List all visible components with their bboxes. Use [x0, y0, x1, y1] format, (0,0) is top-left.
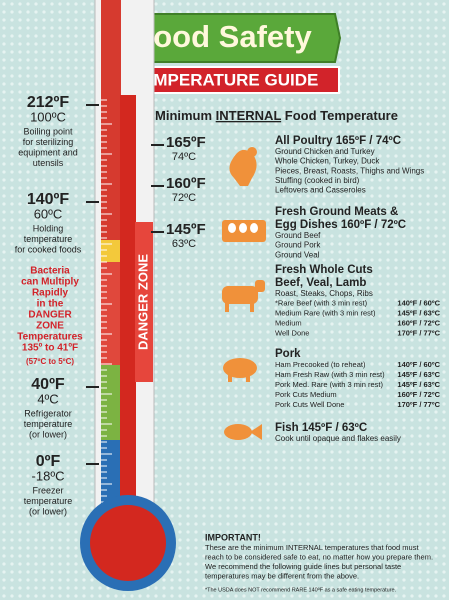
- danger-note: 135º to 41ºF: [22, 343, 78, 354]
- section-item: Ground Beef: [275, 231, 321, 240]
- row-value: 145ºF / 63ºC: [397, 380, 440, 389]
- row-value: 140ºF / 60ºC: [397, 360, 440, 369]
- section-title: Fresh Whole Cuts: [275, 264, 373, 276]
- heading-post: Food Temperature: [281, 108, 398, 123]
- fish-icon: [224, 424, 252, 440]
- danger-note: can Multiply: [21, 277, 79, 288]
- row-label: Ham Precooked (to reheat): [275, 360, 366, 369]
- temp-note: Holding: [33, 223, 64, 233]
- temp-note: for cooked foods: [15, 244, 82, 254]
- danger-note: Rapidly: [32, 288, 69, 299]
- temp-c: 60ºC: [34, 206, 63, 221]
- footer-line: temperatures may be different from the a…: [205, 571, 359, 580]
- temp-f: 145ºF: [166, 221, 206, 238]
- temp-f: 160ºF: [166, 175, 206, 192]
- section-title: Fresh Ground Meats &: [275, 206, 398, 218]
- section-item: Stuffing (cooked in bird): [275, 176, 360, 185]
- mercury: [120, 95, 136, 525]
- temp-f: 165ºF: [166, 134, 206, 151]
- heading-em: INTERNAL: [216, 108, 282, 123]
- scale-danger: [101, 262, 121, 365]
- section-item: Ground Chicken and Turkey: [275, 147, 375, 156]
- scale-cold: [101, 365, 121, 440]
- danger-note: Temperatures: [17, 332, 83, 343]
- row-label: Ham Fresh Raw (with 3 min rest): [275, 370, 385, 379]
- temp-note: temperature: [24, 234, 73, 244]
- section-item: Roast, Steaks, Chops, Ribs: [275, 289, 373, 298]
- scale-holding: [101, 240, 121, 262]
- temp-c: 4ºC: [37, 391, 58, 406]
- row-label: Well Done: [275, 329, 309, 338]
- temp-note: Freezer: [32, 485, 63, 495]
- section-title: Fish 145ºF / 63ºC: [275, 422, 367, 434]
- temp-c: 100ºC: [30, 109, 66, 124]
- row-label: Pork Med. Rare (with 3 min rest): [275, 380, 383, 389]
- cow-icon: [222, 286, 258, 304]
- pig-icon: [223, 358, 257, 378]
- danger-zone-bar: [135, 222, 153, 382]
- section-title: Beef, Veal, Lamb: [275, 277, 366, 289]
- temp-c: 63ºC: [172, 238, 196, 250]
- temp-f: 212ºF: [27, 94, 70, 111]
- danger-note: in the: [37, 299, 64, 310]
- heading: Minimum INTERNAL Food Temperature: [155, 108, 398, 123]
- section-title: Pork: [275, 348, 301, 360]
- section-item: Ground Veal: [275, 250, 320, 259]
- temp-f: 40ºF: [31, 376, 65, 393]
- subtitle: TEMPERATURE GUIDE: [132, 70, 319, 89]
- row-value: 140ºF / 60ºC: [397, 299, 440, 308]
- row-value: 160ºF / 72ºC: [397, 319, 440, 328]
- temp-c: 72ºC: [172, 192, 196, 204]
- section-item: Leftovers and Casseroles: [275, 186, 366, 195]
- rooster-icon: [229, 149, 257, 186]
- footer-important: IMPORTANT!: [205, 532, 261, 542]
- temp-note: Refrigerator: [24, 408, 72, 418]
- temp-note: Boiling point: [23, 126, 73, 136]
- section-item: Whole Chicken, Turkey, Duck: [275, 157, 380, 166]
- temp-f: 0ºF: [36, 453, 61, 470]
- row-value: 145ºF / 63ºC: [397, 370, 440, 379]
- section-title: All Poultry 165ºF / 74ºC: [275, 135, 401, 147]
- rooster-head: [247, 147, 257, 157]
- graduations: [101, 99, 112, 515]
- row-value: 145ºF / 63ºC: [397, 309, 440, 318]
- temp-note: (or lower): [29, 506, 67, 516]
- danger-note: Bacteria: [30, 266, 70, 277]
- temp-note: (or lower): [29, 429, 67, 439]
- row-value: 170ºF / 77ºC: [397, 400, 440, 409]
- section-item: Pieces, Breast, Roasts, Thighs and Wings: [275, 166, 424, 175]
- temp-note: equipment and: [18, 147, 78, 157]
- footer-note: *The USDA does NOT recommend RARE 140ºF …: [205, 586, 397, 593]
- title: Food Safety: [134, 19, 312, 54]
- row-value: 170ºF / 77ºC: [397, 329, 440, 338]
- row-label: *Rare Beef (with 3 min rest): [275, 299, 368, 308]
- footer-line: reach to be considered safe to eat, no m…: [205, 552, 433, 561]
- temp-note: for sterilizing: [23, 137, 74, 147]
- row-label: Medium: [275, 319, 302, 328]
- bulb: [90, 505, 166, 581]
- temp-note: temperature: [24, 496, 73, 506]
- section-item: Cook until opaque and flakes easily: [275, 434, 401, 443]
- danger-note: ZONE: [36, 321, 64, 332]
- section-item: Ground Pork: [275, 241, 321, 250]
- temp-note: utensils: [33, 158, 64, 168]
- danger-label: DANGER ZONE: [135, 254, 150, 350]
- footer-line: We recommend the following guide lines b…: [205, 562, 401, 571]
- temp-c: 74ºC: [172, 151, 196, 163]
- section-title: Egg Dishes 160ºF / 72ºC: [275, 219, 406, 231]
- danger-note-sub: (57ºC to 5ºC): [26, 357, 74, 366]
- scale-hot: [101, 0, 121, 240]
- row-label: Pork Cuts Well Done: [275, 400, 344, 409]
- temp-c: -18ºC: [32, 468, 65, 483]
- heading-pre: Minimum: [155, 108, 216, 123]
- row-value: 160ºF / 72ºC: [397, 390, 440, 399]
- temp-note: temperature: [24, 419, 73, 429]
- footer-line: These are the minimum INTERNAL temperatu…: [205, 543, 419, 552]
- temp-f: 140ºF: [27, 191, 70, 208]
- icons: [222, 147, 266, 440]
- danger-note: DANGER: [28, 310, 72, 321]
- row-label: Pork Cuts Medium: [275, 390, 337, 399]
- row-label: Medium Rare (with 3 min rest): [275, 309, 376, 318]
